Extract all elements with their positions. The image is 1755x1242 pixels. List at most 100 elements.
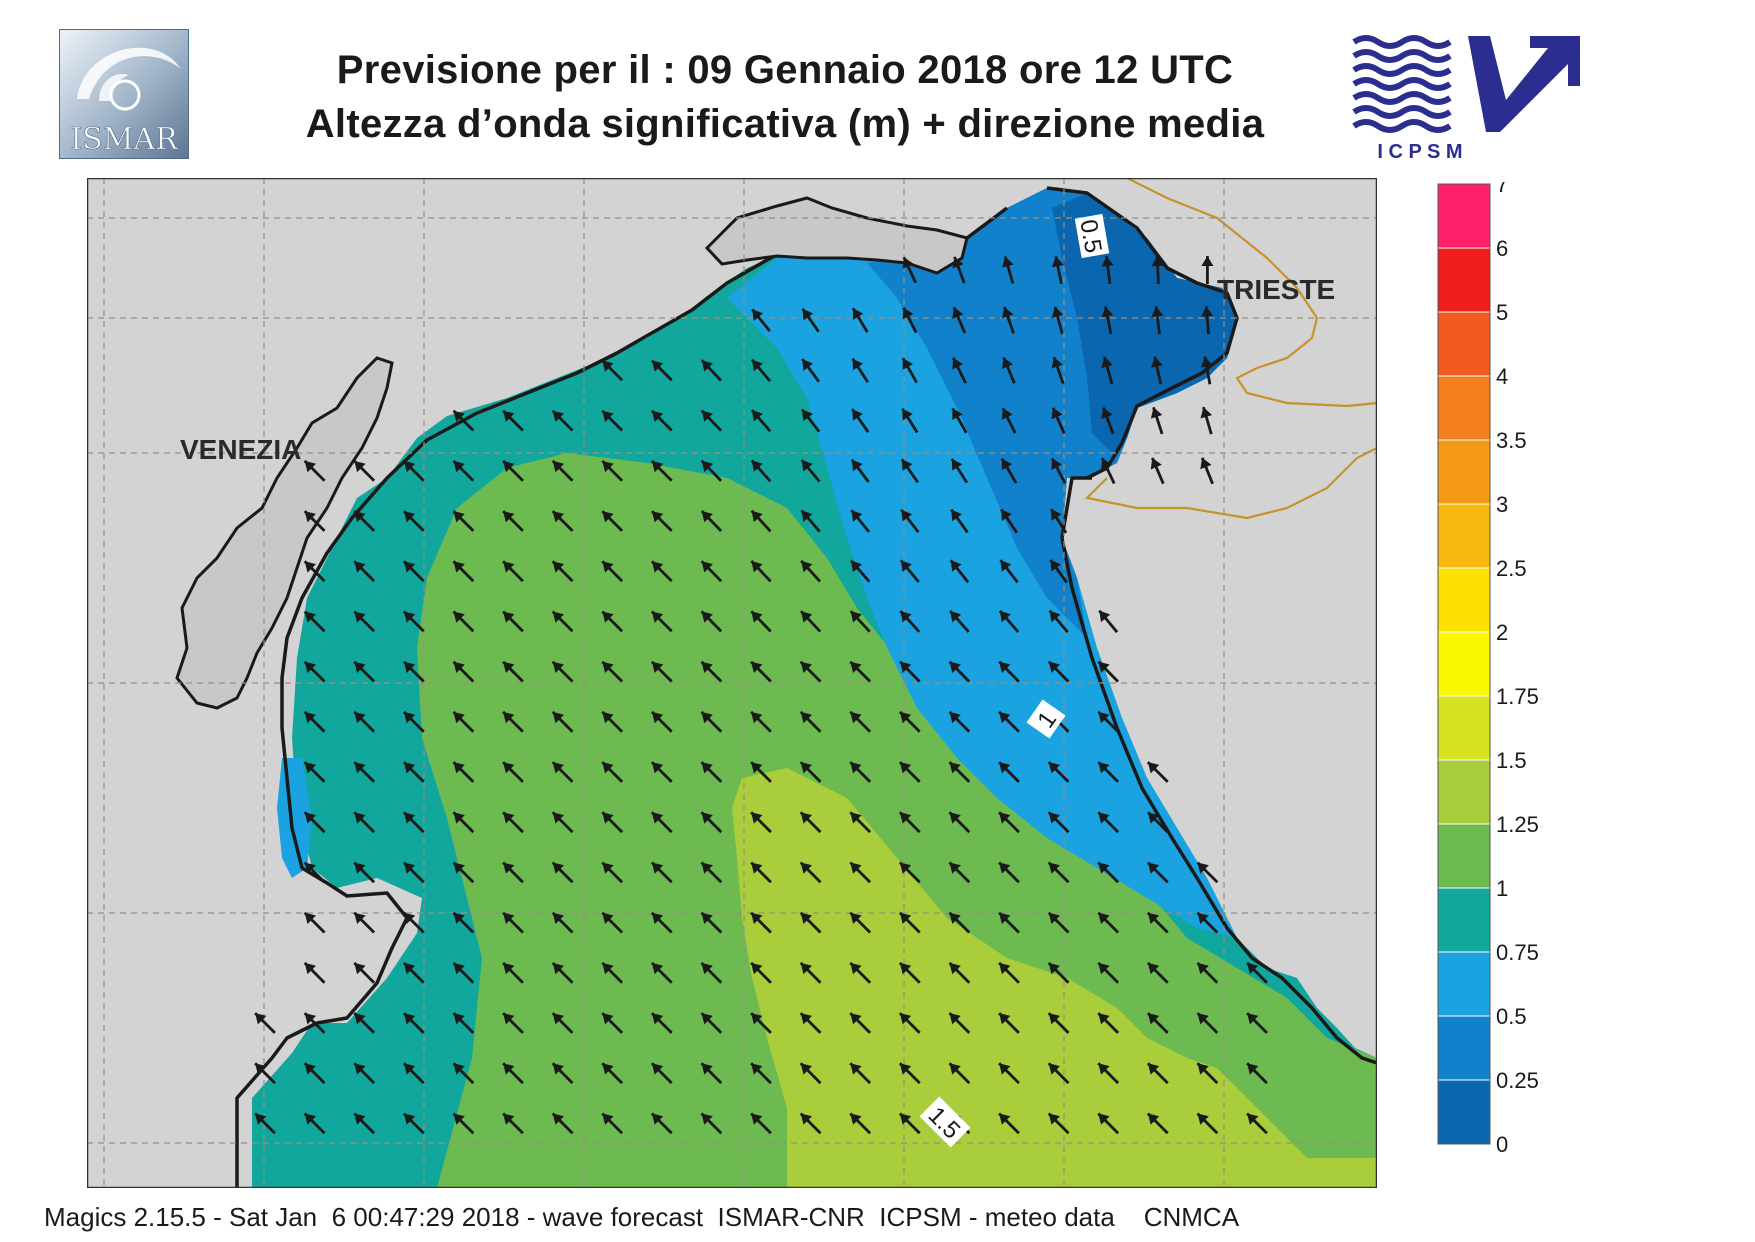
wave-arrow-head bbox=[1197, 962, 1209, 975]
wave-arrow-head bbox=[503, 561, 515, 573]
legend-swatch bbox=[1437, 951, 1491, 1017]
wave-arrow-head bbox=[801, 510, 813, 522]
wave-arrow-head bbox=[949, 1063, 961, 1075]
legend-swatch bbox=[1437, 567, 1491, 633]
wave-arrow-head bbox=[949, 962, 961, 975]
wave-height-legend: 7 6 5 4 3.5 3 2.5 2 1.75 1.5 1.25 1 0.75 0.5 0.25 0 bbox=[1437, 182, 1539, 1152]
wave-arrow-head bbox=[851, 510, 863, 522]
wave-arrow-head bbox=[602, 812, 614, 824]
wave-arrow-head bbox=[651, 360, 664, 372]
wave-arrow-head bbox=[902, 307, 914, 320]
wave-arrow-head bbox=[552, 410, 564, 422]
wave-arrow-head bbox=[552, 611, 564, 623]
legend-tick-label: 1 bbox=[1496, 876, 1508, 901]
legend-tick-label: 0.75 bbox=[1496, 940, 1539, 965]
wave-arrow-head bbox=[453, 912, 465, 924]
wave-arrow-head bbox=[1099, 610, 1111, 623]
legend-tick-label: 2 bbox=[1496, 620, 1508, 645]
wave-arrow-head bbox=[999, 762, 1011, 774]
wave-arrow-head bbox=[1147, 762, 1160, 774]
wave-arrow-head bbox=[602, 862, 614, 874]
wave-arrow-head bbox=[304, 812, 316, 824]
wave-arrow-head bbox=[701, 711, 713, 724]
wave-arrow-head bbox=[1001, 357, 1013, 369]
legend-tick-label: 1.75 bbox=[1496, 684, 1539, 709]
wave-arrow-head bbox=[952, 256, 964, 269]
legend-swatch bbox=[1437, 375, 1491, 441]
wave-arrow-head bbox=[552, 1013, 564, 1025]
wave-arrow-head bbox=[851, 459, 863, 472]
wave-arrow-head bbox=[453, 460, 465, 473]
ismar-logo-icon: ISMAR bbox=[59, 29, 189, 159]
wave-arrow-head bbox=[999, 661, 1011, 673]
wave-arrow-head bbox=[503, 1113, 515, 1125]
wave-arrow-head bbox=[1050, 559, 1062, 572]
wave-arrow-head bbox=[850, 1113, 862, 1125]
wave-arrow-head bbox=[899, 962, 912, 975]
wave-arrow-head bbox=[453, 611, 465, 623]
wave-arrow-head bbox=[552, 962, 564, 975]
legend-swatch bbox=[1437, 759, 1491, 825]
wave-arrow-head bbox=[900, 611, 912, 623]
wave-arrow-head bbox=[552, 511, 564, 523]
ismar-logo-text: ISMAR bbox=[70, 122, 179, 157]
wave-arrow-head bbox=[751, 912, 763, 924]
wave-arrow-head bbox=[651, 1113, 664, 1125]
wave-arrow-head bbox=[1098, 711, 1110, 724]
wave-arrow-head bbox=[403, 711, 416, 724]
wave-arrow-head bbox=[853, 308, 864, 320]
wave-arrow-head bbox=[751, 561, 763, 573]
legend-swatch bbox=[1437, 695, 1491, 761]
wave-arrow-head bbox=[800, 661, 812, 673]
wave-arrow-head bbox=[800, 862, 812, 874]
legend-tick-label: 4 bbox=[1496, 364, 1508, 389]
wave-arrow-head bbox=[602, 611, 614, 623]
wave-arrow-head bbox=[1048, 1113, 1060, 1125]
wave-arrow-head bbox=[999, 1063, 1011, 1075]
wave-arrow-head bbox=[651, 962, 664, 975]
wave-arrow-head bbox=[850, 862, 862, 874]
wave-arrow-head bbox=[503, 611, 515, 623]
legend-swatch bbox=[1437, 887, 1491, 953]
legend-frame bbox=[1437, 183, 1491, 1145]
wave-arrow-head bbox=[552, 1113, 564, 1125]
wave-arrow-head bbox=[1197, 862, 1209, 874]
wave-arrow-head bbox=[602, 1013, 614, 1025]
wave-arrow-head bbox=[1101, 356, 1113, 369]
wave-arrow-head bbox=[1151, 356, 1163, 368]
wave-arrow-head bbox=[503, 762, 515, 774]
wave-arrow-head bbox=[552, 1063, 564, 1075]
wave-arrow-head bbox=[701, 611, 713, 623]
wave-arrow-head bbox=[1147, 862, 1160, 874]
wave-arrow-head bbox=[403, 762, 416, 774]
wave-arrow-head bbox=[503, 912, 515, 924]
wave-arrow-head bbox=[403, 1063, 416, 1075]
wave-arrow-head bbox=[1098, 762, 1110, 774]
wave-arrow-head bbox=[1098, 661, 1110, 673]
wave-arrow-head bbox=[651, 1013, 664, 1025]
legend-tick-label: 0.25 bbox=[1496, 1068, 1539, 1093]
wave-arrow-head bbox=[751, 762, 763, 774]
wave-arrow-head bbox=[1197, 912, 1209, 924]
wave-arrow-head bbox=[850, 762, 862, 774]
wave-arrow-head bbox=[1098, 962, 1110, 975]
wave-arrow-head bbox=[403, 460, 416, 473]
wave-arrow-head bbox=[453, 862, 465, 874]
wave-arrow-head bbox=[354, 762, 366, 774]
wave-arrow-head bbox=[850, 1013, 862, 1025]
wave-arrow-head bbox=[453, 661, 465, 673]
wave-arrow-head bbox=[354, 1063, 366, 1075]
wave-arrow-head bbox=[701, 410, 713, 422]
wave-arrow-head bbox=[602, 1113, 614, 1125]
legend-tick-label: 0 bbox=[1496, 1132, 1508, 1152]
wave-arrow-head bbox=[999, 812, 1011, 824]
wave-arrow-head bbox=[403, 812, 416, 824]
wave-arrow-head bbox=[304, 460, 316, 473]
wave-arrow-head bbox=[304, 862, 316, 874]
legend-tick-label: 2.5 bbox=[1496, 556, 1527, 581]
wave-arrow-head bbox=[1098, 862, 1110, 874]
wave-arrow-head bbox=[651, 1063, 664, 1075]
wave-arrow-head bbox=[800, 1063, 812, 1075]
wave-arrow-head bbox=[1051, 256, 1064, 268]
wave-arrow-head bbox=[1048, 1063, 1060, 1075]
